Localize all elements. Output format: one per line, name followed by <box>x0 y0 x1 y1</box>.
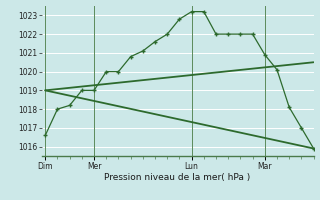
X-axis label: Pression niveau de la mer( hPa ): Pression niveau de la mer( hPa ) <box>104 173 251 182</box>
